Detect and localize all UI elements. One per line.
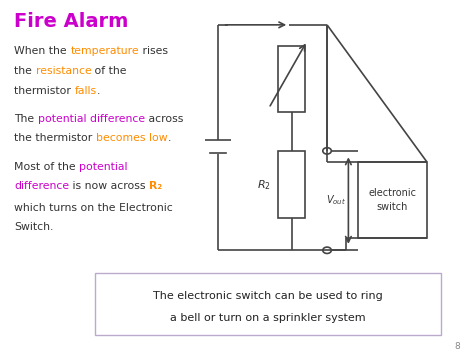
Text: The: The xyxy=(14,114,38,124)
Text: across: across xyxy=(145,114,183,124)
Text: When the: When the xyxy=(14,47,70,56)
FancyBboxPatch shape xyxy=(95,273,441,335)
Text: $R_2$: $R_2$ xyxy=(257,178,271,191)
Text: a bell or turn on a sprinkler system: a bell or turn on a sprinkler system xyxy=(170,313,365,323)
Text: .: . xyxy=(168,133,171,143)
Bar xyxy=(278,151,305,218)
Text: of the: of the xyxy=(91,66,127,76)
Text: .: . xyxy=(97,86,100,95)
Text: temperature: temperature xyxy=(70,47,139,56)
Text: potential: potential xyxy=(79,162,128,172)
Text: Fire Alarm: Fire Alarm xyxy=(14,12,128,32)
Text: becomes low: becomes low xyxy=(96,133,168,143)
Text: thermistor: thermistor xyxy=(14,86,74,95)
Text: falls: falls xyxy=(74,86,97,95)
Text: electronic
switch: electronic switch xyxy=(368,188,416,212)
Text: potential difference: potential difference xyxy=(38,114,145,124)
Text: the: the xyxy=(14,66,36,76)
Text: which turns on the Electronic: which turns on the Electronic xyxy=(14,203,173,213)
Bar xyxy=(278,46,305,112)
Text: Switch.: Switch. xyxy=(14,222,54,232)
Bar xyxy=(358,162,427,238)
Text: The electronic switch can be used to ring: The electronic switch can be used to rin… xyxy=(153,291,383,301)
Text: difference: difference xyxy=(14,181,69,191)
Text: 8: 8 xyxy=(454,343,460,351)
Text: R₂: R₂ xyxy=(149,181,163,191)
Text: rises: rises xyxy=(139,47,168,56)
Text: is now across: is now across xyxy=(69,181,149,191)
Text: Most of the: Most of the xyxy=(14,162,79,172)
Text: resistance: resistance xyxy=(36,66,91,76)
Text: $V_{out}$: $V_{out}$ xyxy=(326,194,346,207)
Text: the thermistor: the thermistor xyxy=(14,133,96,143)
